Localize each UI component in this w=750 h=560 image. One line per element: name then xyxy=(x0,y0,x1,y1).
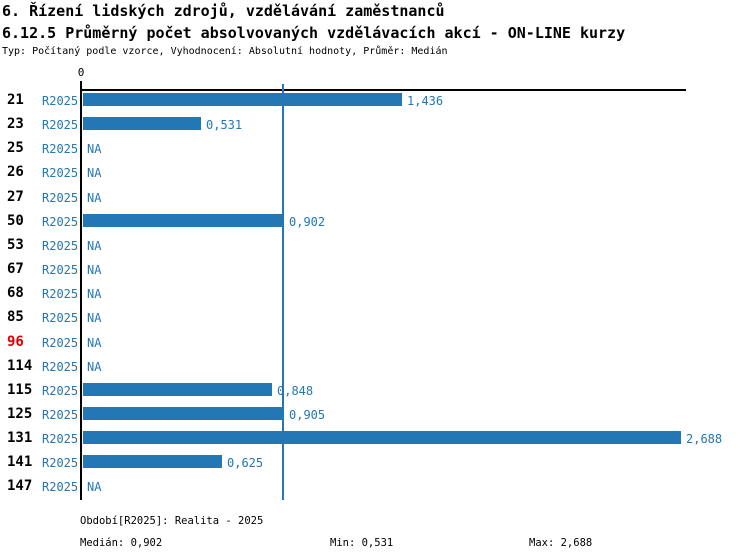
chart-meta-info: Typ: Počítaný podle vzorce, Vyhodnocení:… xyxy=(2,46,448,57)
category-label: 125 xyxy=(7,406,33,422)
max-stat-label: Max: 2,688 xyxy=(529,537,593,549)
bar-row: 21 R2025 1,436 xyxy=(0,88,750,112)
bar-row: 114 R2025 NA xyxy=(0,354,750,378)
chart-subtitle: 6.12.5 Průměrný počet absolvovaných vzdě… xyxy=(2,24,626,42)
series-label: R2025 xyxy=(42,94,79,108)
series-label: R2025 xyxy=(42,215,79,229)
na-label: NA xyxy=(87,191,102,205)
category-label: 27 xyxy=(7,189,24,205)
category-label: 26 xyxy=(7,164,24,180)
na-label: NA xyxy=(87,142,102,156)
chart-title: 6. Řízení lidských zdrojů, vzdělávání za… xyxy=(2,2,445,20)
category-label: 115 xyxy=(7,382,33,398)
bar-row: 115 R2025 0,848 xyxy=(0,378,750,402)
median-stat-label: Medián: 0,902 xyxy=(80,537,163,549)
series-label: R2025 xyxy=(42,408,79,422)
value-label: 0,531 xyxy=(206,118,243,132)
category-label: 68 xyxy=(7,285,24,301)
category-label: 131 xyxy=(7,430,33,446)
na-label: NA xyxy=(87,360,102,374)
bar-row: 141 R2025 0,625 xyxy=(0,450,750,474)
bar-row: 147 R2025 NA xyxy=(0,474,750,498)
bar xyxy=(83,455,222,468)
series-label: R2025 xyxy=(42,239,79,253)
na-label: NA xyxy=(87,166,102,180)
bar-row: 125 R2025 0,905 xyxy=(0,402,750,426)
series-label: R2025 xyxy=(42,456,79,470)
bar-row: 50 R2025 0,902 xyxy=(0,209,750,233)
bar xyxy=(83,407,284,420)
na-label: NA xyxy=(87,287,102,301)
category-axis-line xyxy=(80,81,82,500)
category-label: 53 xyxy=(7,237,24,253)
value-label: 0,848 xyxy=(277,384,314,398)
min-stat-label: Min: 0,531 xyxy=(330,537,394,549)
bar-row: 67 R2025 NA xyxy=(0,257,750,281)
series-label: R2025 xyxy=(42,142,79,156)
bar xyxy=(83,214,284,227)
series-label: R2025 xyxy=(42,336,79,350)
category-label: 96 xyxy=(7,334,24,350)
value-label: 0,902 xyxy=(289,215,326,229)
median-reference-line xyxy=(282,84,284,500)
series-label: R2025 xyxy=(42,360,79,374)
series-label: R2025 xyxy=(42,166,79,180)
series-label: R2025 xyxy=(42,432,79,446)
na-label: NA xyxy=(87,239,102,253)
category-label: 21 xyxy=(7,92,24,108)
bar xyxy=(83,93,402,106)
bar-row: 25 R2025 NA xyxy=(0,136,750,160)
bar-row: 26 R2025 NA xyxy=(0,160,750,184)
value-label: 0,625 xyxy=(227,456,264,470)
na-label: NA xyxy=(87,480,102,494)
category-label: 114 xyxy=(7,358,33,374)
na-label: NA xyxy=(87,311,102,325)
bar-row: 53 R2025 NA xyxy=(0,233,750,257)
category-label: 147 xyxy=(7,478,33,494)
na-label: NA xyxy=(87,263,102,277)
na-label: NA xyxy=(87,336,102,350)
period-label: Období[R2025]: Realita - 2025 xyxy=(80,515,264,527)
series-label: R2025 xyxy=(42,287,79,301)
bar xyxy=(83,117,201,130)
bar-row: 23 R2025 0,531 xyxy=(0,112,750,136)
series-label: R2025 xyxy=(42,118,79,132)
series-label: R2025 xyxy=(42,263,79,277)
bar xyxy=(83,431,681,444)
bar-row: 96 R2025 NA xyxy=(0,330,750,354)
category-label: 25 xyxy=(7,140,24,156)
value-label: 2,688 xyxy=(686,432,723,446)
bar-row: 68 R2025 NA xyxy=(0,281,750,305)
value-axis-zero-tick-label: 0 xyxy=(77,66,85,79)
bar xyxy=(83,383,272,396)
bar-row: 27 R2025 NA xyxy=(0,185,750,209)
series-label: R2025 xyxy=(42,480,79,494)
series-label: R2025 xyxy=(42,311,79,325)
series-label: R2025 xyxy=(42,191,79,205)
category-label: 23 xyxy=(7,116,24,132)
bar-row: 131 R2025 2,688 xyxy=(0,426,750,450)
bar-row: 85 R2025 NA xyxy=(0,305,750,329)
category-label: 85 xyxy=(7,309,24,325)
category-label: 67 xyxy=(7,261,24,277)
value-axis-line xyxy=(80,89,686,91)
value-label: 1,436 xyxy=(407,94,444,108)
category-label: 50 xyxy=(7,213,24,229)
value-label: 0,905 xyxy=(289,408,326,422)
category-label: 141 xyxy=(7,454,33,470)
series-label: R2025 xyxy=(42,384,79,398)
